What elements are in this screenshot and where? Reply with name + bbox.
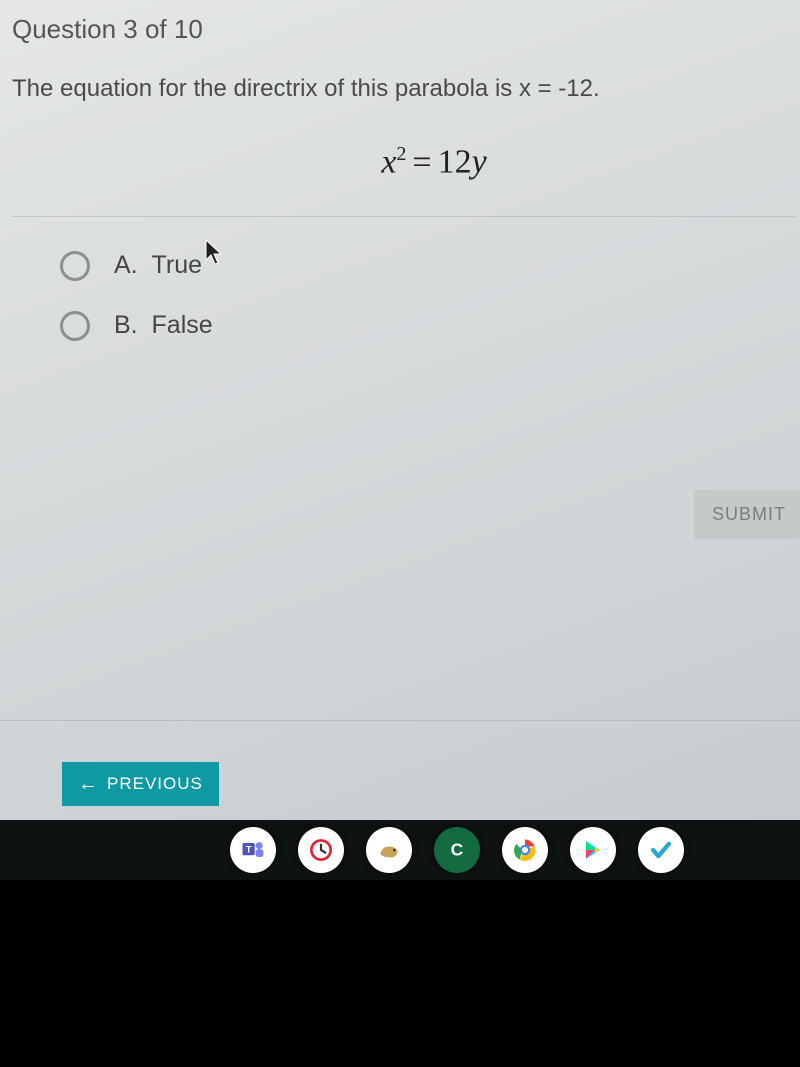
taskbar: T C — [0, 820, 800, 880]
question-counter: Question 3 of 10 — [12, 14, 796, 45]
svg-text:C: C — [451, 839, 464, 859]
svg-text:T: T — [246, 845, 252, 856]
question-equation: x2=12y — [12, 143, 796, 181]
options-list: A. True B. False — [12, 251, 796, 341]
clock-icon[interactable] — [298, 827, 344, 873]
option-label: A. True — [114, 251, 202, 280]
teams-icon[interactable]: T — [230, 827, 276, 873]
play-store-icon[interactable] — [570, 827, 616, 873]
question-divider — [12, 216, 796, 217]
option-a[interactable]: A. True — [60, 251, 796, 281]
question-text: The equation for the directrix of this p… — [12, 73, 796, 105]
radio-icon[interactable] — [60, 251, 90, 281]
arrow-left-icon: ← — [78, 774, 99, 794]
option-label: B. False — [114, 311, 213, 340]
checkmark-icon[interactable] — [638, 827, 684, 873]
previous-label: PREVIOUS — [107, 774, 203, 794]
chrome-icon[interactable] — [502, 827, 548, 873]
submit-button[interactable]: SUBMIT — [694, 490, 800, 539]
below-screen-area — [0, 880, 800, 1067]
dino-icon[interactable] — [366, 827, 412, 873]
option-b[interactable]: B. False — [60, 311, 796, 341]
footer-divider — [0, 720, 800, 721]
quiz-screen: Question 3 of 10 The equation for the di… — [0, 0, 800, 820]
c-app-icon[interactable]: C — [434, 827, 480, 873]
previous-button[interactable]: ← PREVIOUS — [62, 762, 219, 806]
radio-icon[interactable] — [60, 311, 90, 341]
